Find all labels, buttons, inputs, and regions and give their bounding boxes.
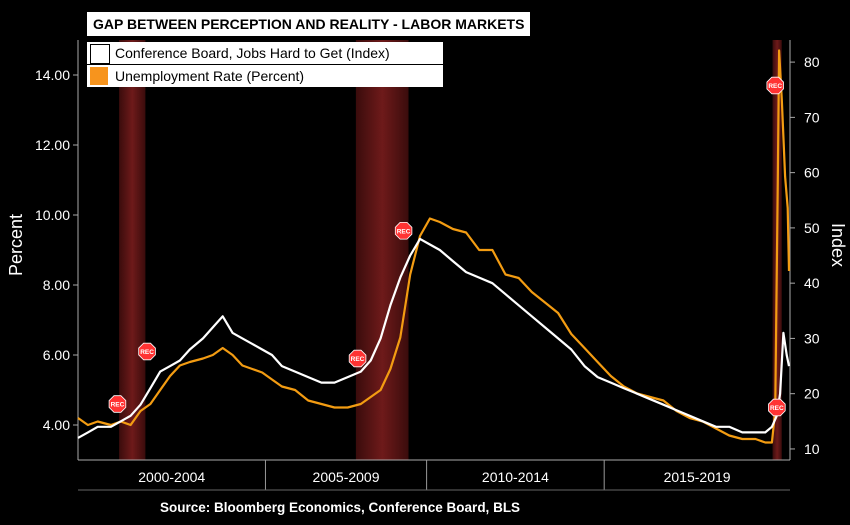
x-axis: 2000-2004 2005-2009 2010-2014 2015-2019 xyxy=(78,460,790,491)
y-right-tick-label: 20 xyxy=(804,386,820,402)
y-right-tick-label: 40 xyxy=(804,275,820,291)
recession-marker xyxy=(766,76,784,95)
recession-marker xyxy=(394,221,413,240)
y-right-tick-label: 10 xyxy=(804,441,820,457)
y-right-tick-label: 70 xyxy=(804,109,820,125)
recession-markers: REC REC REC REC REC REC xyxy=(108,76,786,417)
y-left-tick-label: 12.00 xyxy=(35,137,70,153)
x-period-label: 2010-2014 xyxy=(482,469,549,485)
y-axis-left: 4.00 6.00 8.00 10.00 12.00 14.00 xyxy=(35,67,78,433)
y-axis-left-label: Percent xyxy=(6,214,26,276)
recession-shading xyxy=(119,40,782,460)
series-line-jobs-hard-to-get xyxy=(77,237,791,439)
plot-border xyxy=(77,40,791,461)
recession-marker-label: REC xyxy=(768,83,782,90)
x-period-label: 2005-2009 xyxy=(313,469,380,485)
recession-marker xyxy=(348,349,367,368)
recession-marker-label: REC xyxy=(351,356,365,363)
recession-marker-label: REC xyxy=(111,402,125,409)
y-right-tick-label: 30 xyxy=(804,330,820,346)
y-right-tick-label: 50 xyxy=(804,220,820,236)
y-left-tick-label: 14.00 xyxy=(35,67,70,83)
y-right-tick-label: 60 xyxy=(804,165,820,181)
legend-label-unemployment: Unemployment Rate (Percent) xyxy=(115,68,305,84)
chart-title: GAP BETWEEN PERCEPTION AND REALITY - LAB… xyxy=(87,12,531,36)
recession-marker-label: REC xyxy=(397,228,411,235)
y-axis-right: 10 20 30 40 50 60 70 80 xyxy=(790,54,820,457)
recession-marker xyxy=(768,398,786,417)
legend: Conference Board, Jobs Hard to Get (Inde… xyxy=(87,42,443,87)
legend-item-jobs-hard-to-get: Conference Board, Jobs Hard to Get (Inde… xyxy=(87,42,443,64)
source-note: Source: Bloomberg Economics, Conference … xyxy=(160,500,521,515)
y-left-tick-label: 6.00 xyxy=(43,347,70,363)
series-lines xyxy=(77,49,791,444)
y-right-tick-label: 80 xyxy=(804,54,820,70)
y-left-tick-label: 4.00 xyxy=(43,417,70,433)
x-period-label: 2015-2019 xyxy=(664,469,731,485)
legend-label-jobs: Conference Board, Jobs Hard to Get (Inde… xyxy=(115,45,390,61)
recession-band xyxy=(119,40,146,460)
recession-band xyxy=(355,40,409,460)
y-left-tick-label: 10.00 xyxy=(35,207,70,223)
recession-marker-label: REC xyxy=(140,349,154,356)
recession-marker-label: REC xyxy=(770,405,784,412)
recession-marker xyxy=(108,395,127,413)
legend-swatch-unemployment xyxy=(90,67,108,85)
y-left-tick-label: 8.00 xyxy=(43,277,70,293)
legend-swatch-jobs xyxy=(90,44,110,64)
x-period-label: 2000-2004 xyxy=(138,469,205,485)
y-axis-right-label: Index xyxy=(828,223,848,267)
series-line-unemployment xyxy=(77,49,791,444)
legend-item-unemployment: Unemployment Rate (Percent) xyxy=(87,65,443,87)
recession-marker xyxy=(138,342,156,361)
